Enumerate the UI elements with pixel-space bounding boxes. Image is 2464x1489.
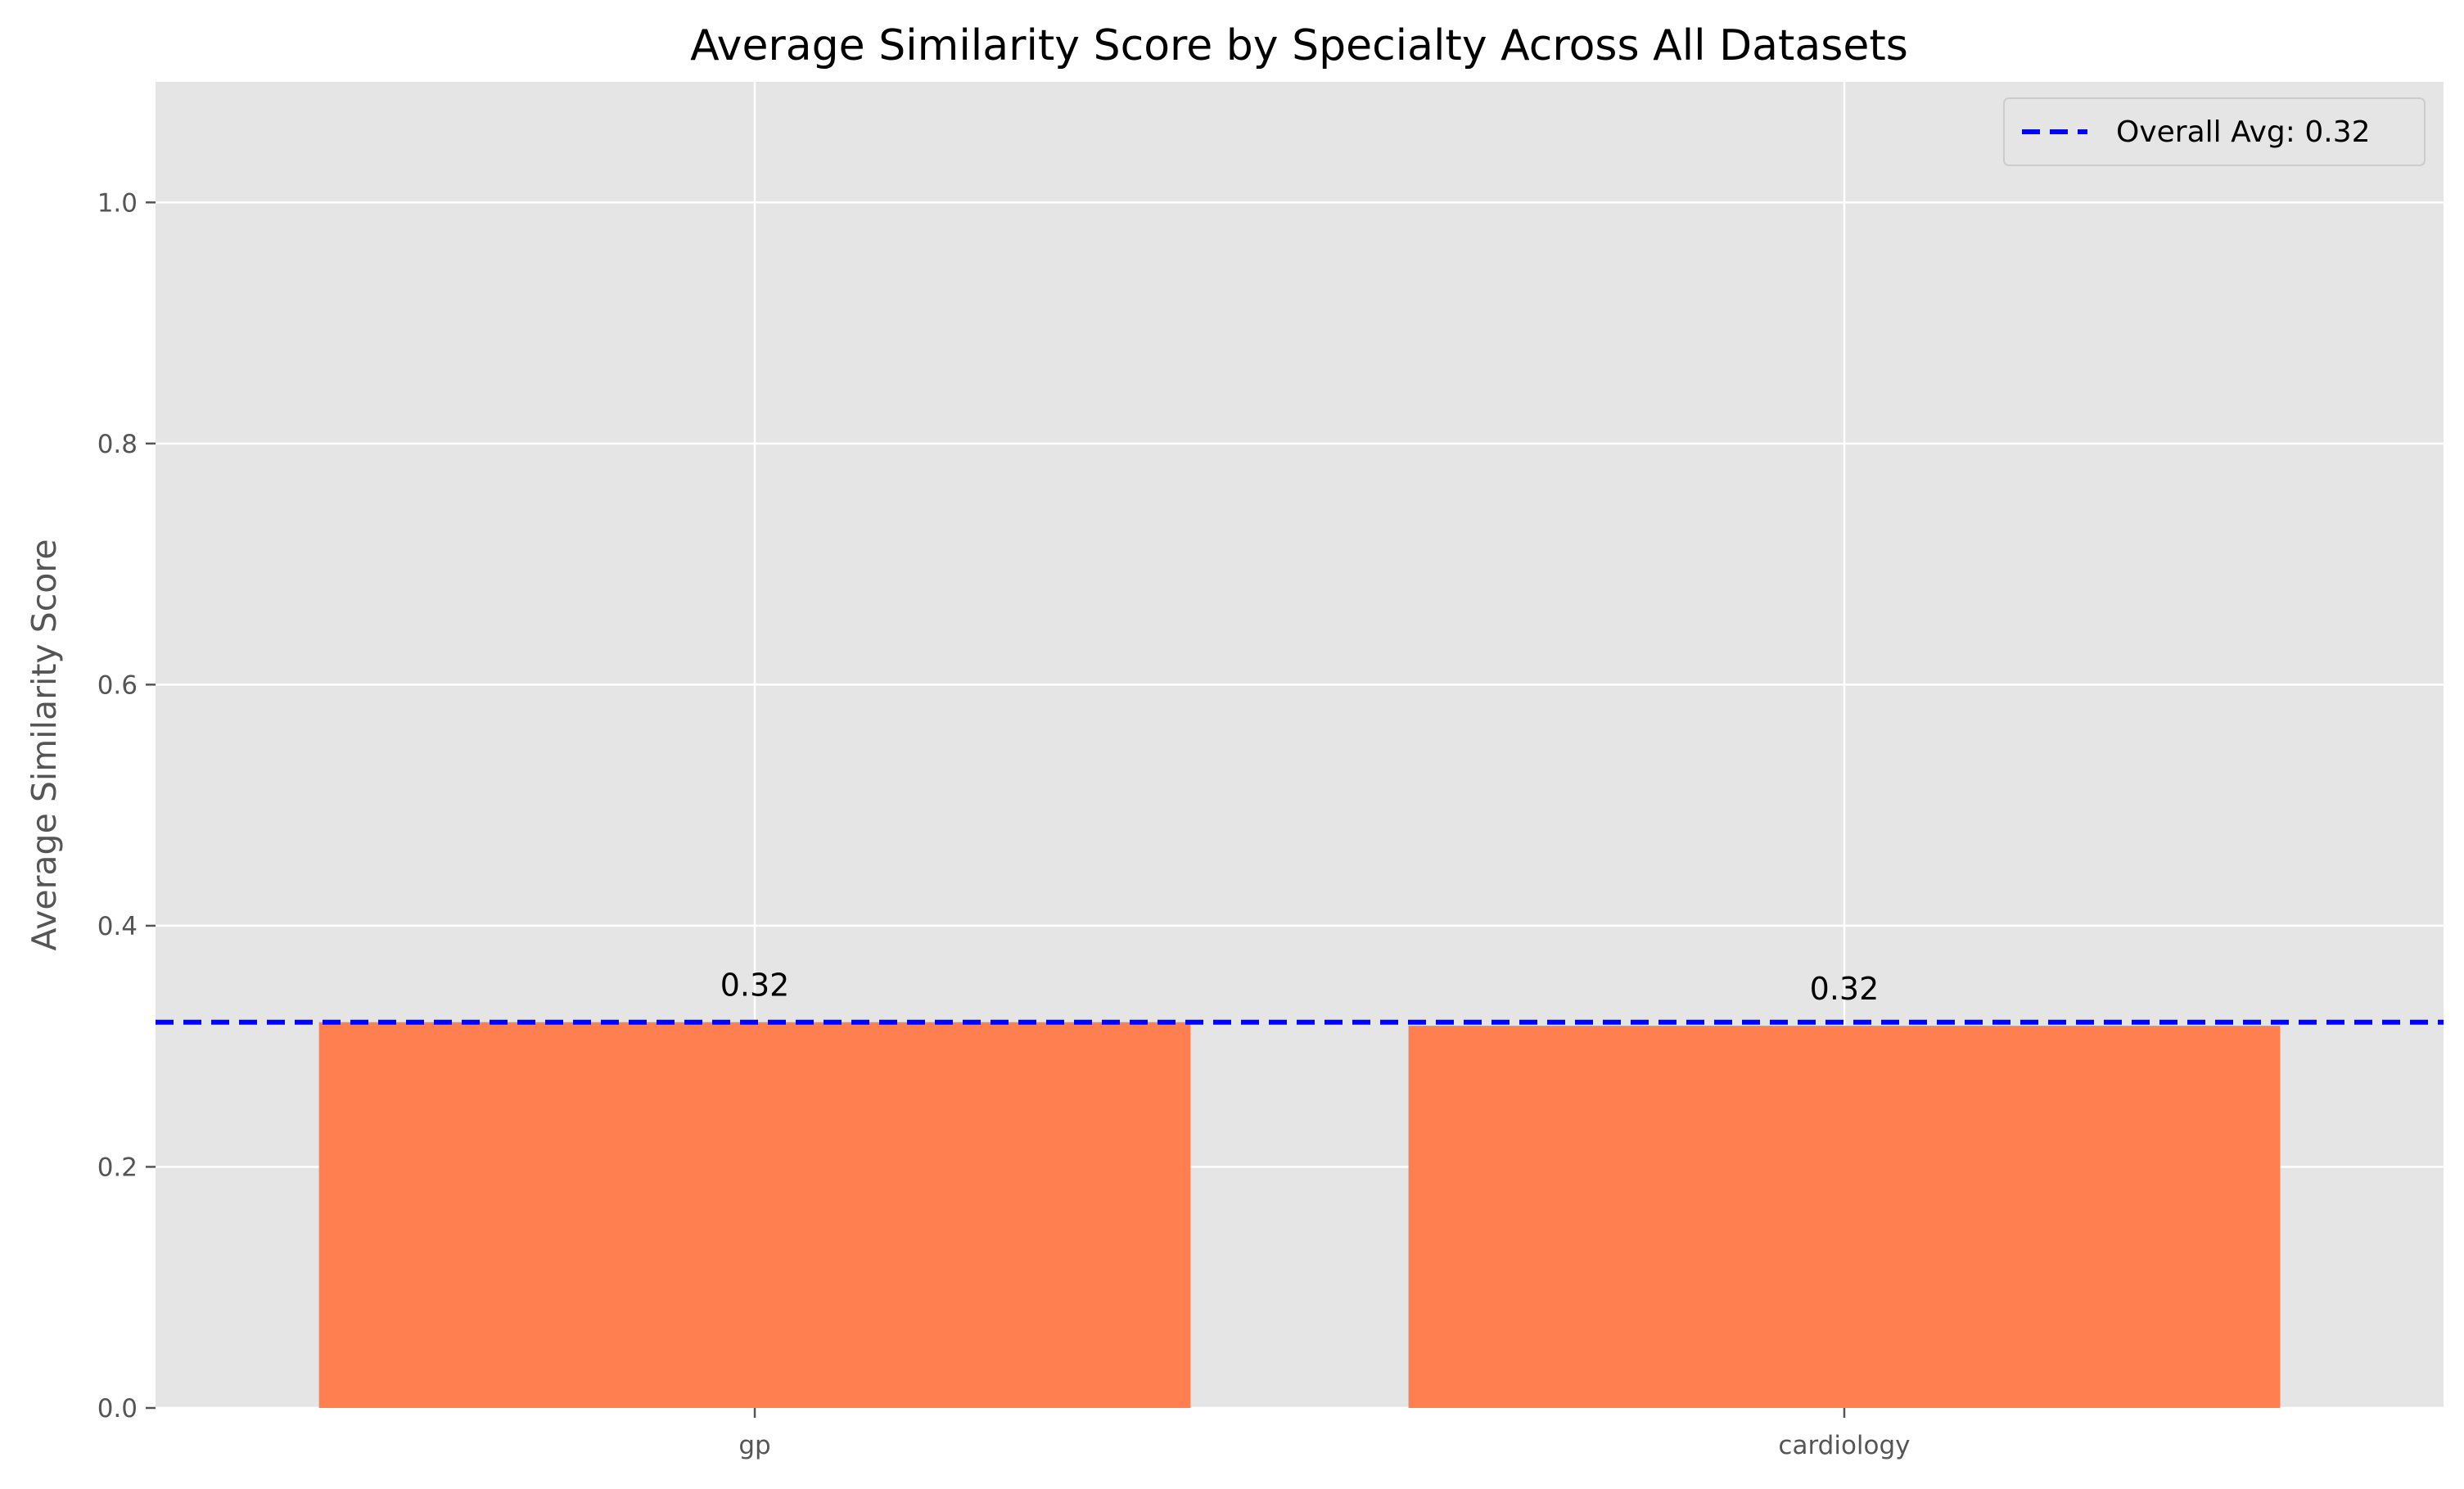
legend: Overall Avg: 0.32 <box>2003 97 2426 166</box>
chart-title: Average Similarity Score by Specialty Ac… <box>690 21 1908 70</box>
legend-entry-overall-avg: Overall Avg: 0.32 <box>2116 115 2371 149</box>
x-tick-label-cardiology: cardiology <box>1778 1431 1910 1460</box>
y-axis-label: Average Similarity Score <box>25 539 64 950</box>
y-tick-label: 0.4 <box>97 912 138 941</box>
bar-cardiology <box>1408 1026 2281 1408</box>
legend-box <box>2003 97 2426 166</box>
y-tick-label: 0.2 <box>97 1153 138 1182</box>
data-labels: 0.32 0.32 <box>720 968 1880 1007</box>
x-tick-label-gp: gp <box>738 1431 770 1460</box>
bar-gp <box>318 1022 1191 1408</box>
y-tick-label: 0.0 <box>97 1394 138 1424</box>
y-tick-label: 1.0 <box>97 188 138 218</box>
y-tick-label: 0.8 <box>97 430 138 459</box>
y-axis-ticks: 0.0 0.2 0.4 0.6 0.8 1.0 <box>97 188 156 1424</box>
x-axis-ticks: gp cardiology <box>738 1408 1911 1460</box>
bars <box>318 1022 2281 1408</box>
y-tick-label: 0.6 <box>97 670 138 700</box>
data-label-gp: 0.32 <box>720 968 790 1004</box>
data-label-cardiology: 0.32 <box>1810 971 1880 1007</box>
